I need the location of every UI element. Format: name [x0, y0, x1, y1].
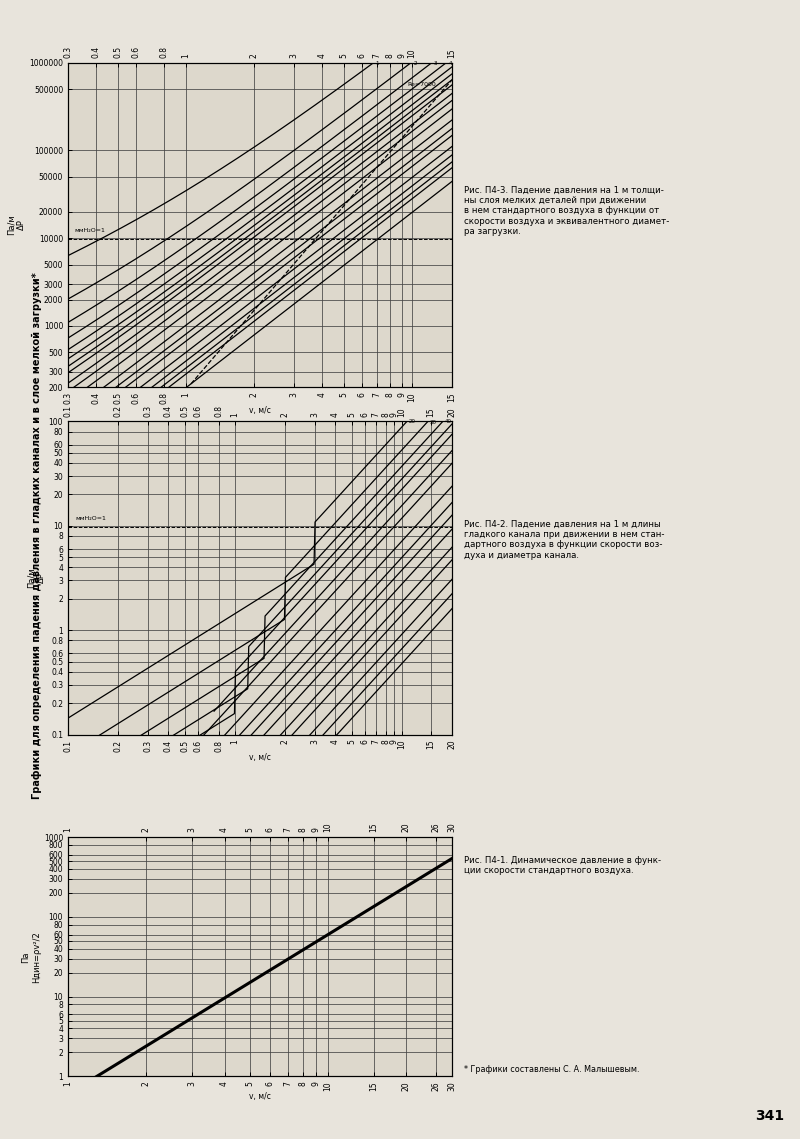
Y-axis label: Па
Ндин=ρv²/2: Па Ндин=ρv²/2: [22, 931, 41, 983]
Text: Рис. П4-3. Падение давления на 1 м толщи-
ны слоя мелких деталей при движении
в : Рис. П4-3. Падение давления на 1 м толщи…: [464, 186, 670, 236]
X-axis label: v, м/с: v, м/с: [249, 753, 271, 762]
Text: 2: 2: [414, 60, 417, 66]
Text: * Графики составлены С. А. Малышевым.: * Графики составлены С. А. Малышевым.: [464, 1065, 639, 1074]
Text: Re=7000: Re=7000: [407, 82, 436, 87]
Text: ммН₂О=1: ммН₂О=1: [74, 228, 106, 233]
Text: 40: 40: [445, 419, 452, 424]
X-axis label: v, м/с: v, м/с: [249, 1092, 271, 1101]
Text: 1: 1: [376, 60, 379, 66]
Text: 3: 3: [434, 60, 438, 66]
X-axis label: v, м/с: v, м/с: [249, 405, 271, 415]
Text: 341: 341: [755, 1109, 784, 1123]
Text: Рис. П4-2. Падение давления на 1 м длины
гладкого канала при движении в нем стан: Рис. П4-2. Падение давления на 1 м длины…: [464, 519, 665, 560]
Y-axis label: Па/м
ΔP: Па/м ΔP: [7, 214, 26, 236]
Text: Графики для определения падения давления в гладких каналах и в слое мелкой загру: Графики для определения падения давления…: [32, 272, 42, 798]
Text: 20: 20: [409, 419, 416, 424]
Text: 30: 30: [430, 419, 437, 425]
Text: 4: 4: [449, 60, 452, 66]
Text: ммН₂О=1: ммН₂О=1: [75, 516, 106, 522]
Y-axis label: Па/м
ΔP: Па/м ΔP: [26, 567, 46, 589]
Text: Рис. П4-1. Динамическое давление в функ-
ции скорости стандартного воздуха.: Рис. П4-1. Динамическое давление в функ-…: [464, 857, 661, 876]
